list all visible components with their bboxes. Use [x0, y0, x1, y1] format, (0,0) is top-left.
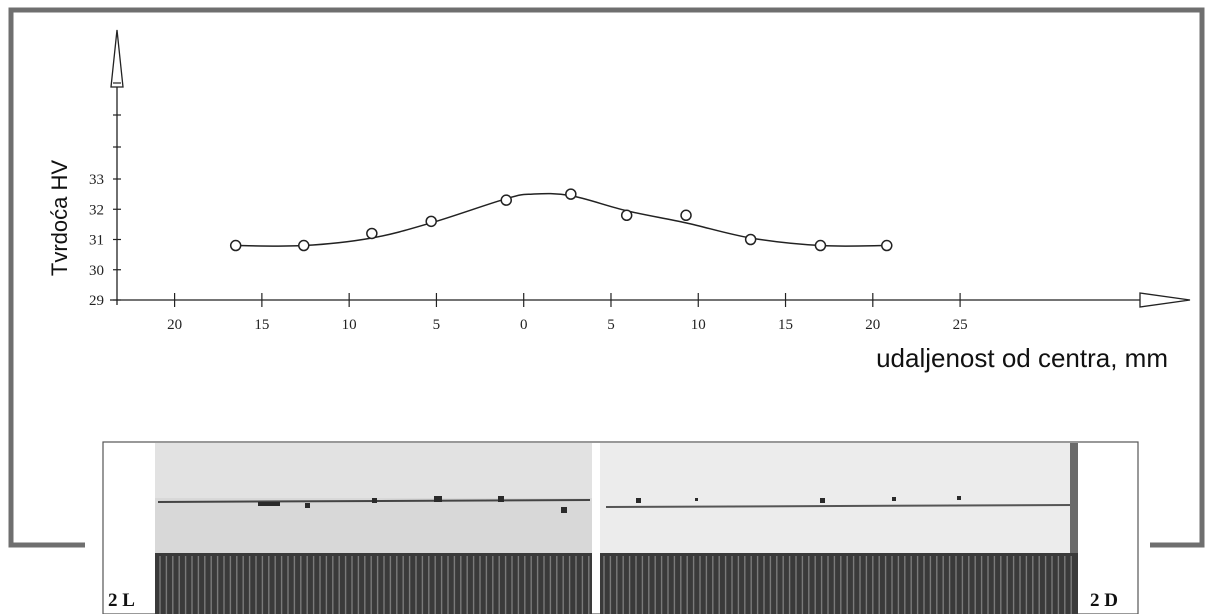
y-axis-ticks: 29 30 31 32 33 [89, 82, 121, 309]
data-point [500, 194, 513, 206]
indent-mark [258, 502, 280, 506]
y-tick-label: 31 [89, 233, 104, 249]
y-axis-arrow-icon [110, 29, 124, 88]
data-points [229, 188, 893, 252]
data-point [425, 215, 437, 228]
indent-mark [892, 497, 896, 501]
figure-frame [8, 7, 1205, 548]
right-ruler-scale [603, 556, 1072, 614]
data-point [881, 239, 893, 252]
photo-label-left: 2 L [108, 590, 135, 611]
x-tick-label: 0 [520, 317, 528, 333]
data-point [814, 239, 827, 252]
right-specimen-photo [600, 443, 1078, 614]
photo-label-right: 2 D [1090, 590, 1118, 611]
indent-mark [561, 507, 567, 513]
x-tick-label: 10 [342, 317, 357, 333]
data-point [229, 239, 242, 252]
x-tick-label: 5 [607, 317, 615, 333]
specimen-photo-strip: 2 L 2 D [102, 441, 1139, 614]
y-tick-label: 33 [89, 172, 104, 188]
x-tick-label: 15 [254, 317, 269, 333]
y-tick-label: 32 [89, 202, 104, 218]
x-axis-ticks: 20 15 10 5 0 5 10 15 20 25 [167, 293, 968, 333]
indent-mark [636, 498, 641, 503]
data-point [366, 227, 378, 240]
data-point [298, 239, 310, 252]
hardness-indent-marks [258, 496, 961, 513]
indent-mark [434, 496, 442, 502]
left-ruler-scale [159, 556, 590, 614]
left-specimen-photo [155, 443, 592, 614]
y-tick-label: 30 [89, 263, 104, 279]
data-point [744, 233, 757, 246]
x-tick-label: 20 [167, 317, 182, 333]
indent-mark [957, 496, 961, 500]
indent-mark [305, 503, 310, 508]
x-tick-label: 25 [953, 317, 968, 333]
x-axis-label: udaljenost od centra, mm [876, 343, 1168, 373]
data-point [620, 209, 633, 222]
indent-mark [820, 498, 825, 503]
x-tick-label: 15 [778, 317, 793, 333]
indent-mark [372, 498, 377, 503]
x-tick-label: 20 [865, 317, 880, 333]
indent-mark [498, 496, 504, 502]
x-tick-label: 10 [691, 317, 706, 333]
y-axis-label: Tvrdoća HV [47, 160, 72, 276]
data-point [565, 188, 577, 200]
x-axis-arrow-icon [1139, 292, 1191, 308]
y-tick-label: 29 [89, 293, 104, 309]
x-tick-label: 5 [433, 317, 441, 333]
indent-mark [695, 498, 698, 501]
data-point [680, 209, 692, 222]
hardness-fit-curve [235, 192, 887, 247]
